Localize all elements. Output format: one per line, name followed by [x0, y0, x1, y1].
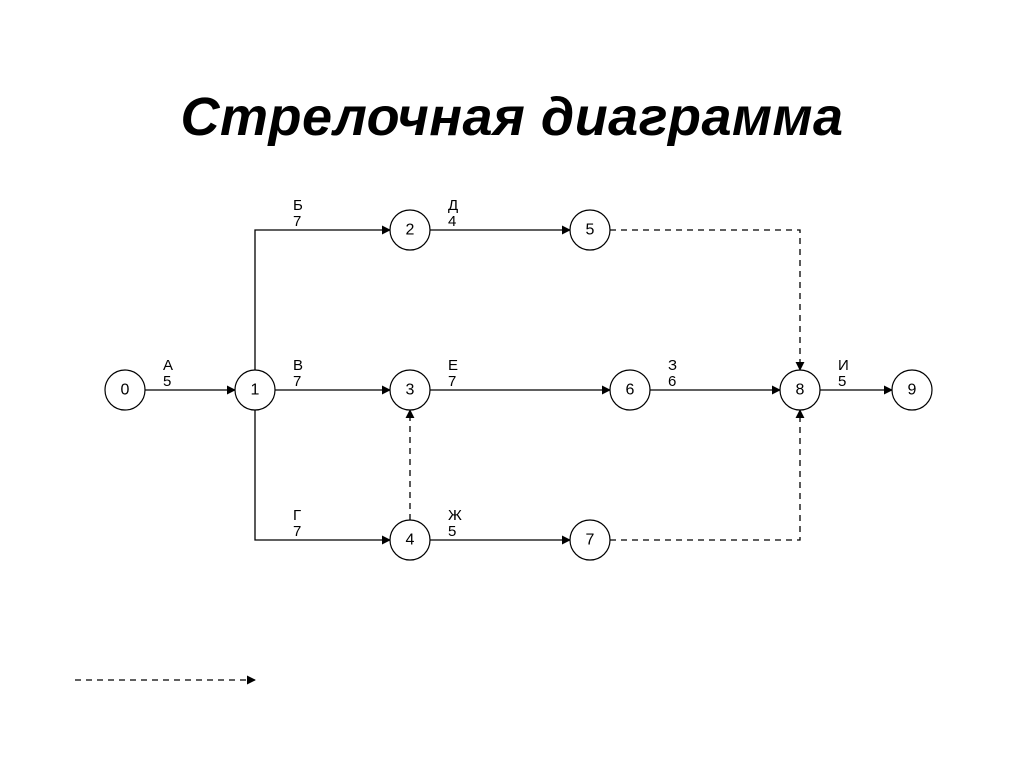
- edge: [610, 410, 800, 540]
- edge: [255, 410, 390, 540]
- edge-labels-layer: А5Б7В7Г7Д4Е7Ж5З6И5: [163, 197, 849, 540]
- edge-label: И: [838, 357, 849, 374]
- diagram-node-label: 8: [796, 382, 805, 399]
- edge-label: А: [163, 357, 173, 374]
- edge-label: 5: [838, 373, 846, 390]
- diagram-node-label: 5: [586, 222, 595, 239]
- diagram-node-label: 6: [626, 382, 635, 399]
- edge-label: Е: [448, 357, 458, 374]
- nodes-layer: 0 1 2 3 4 5 6 7 8 9: [105, 210, 932, 560]
- diagram-node-label: 1: [251, 382, 260, 399]
- arrow-diagram: 0123456789 А5Б7В7Г7Д4Е7Ж5З6И5: [0, 0, 1024, 768]
- diagram-node-label: 3: [406, 382, 415, 399]
- edge-label: 5: [163, 373, 171, 390]
- edge-label: 5: [448, 523, 456, 540]
- edge-label: 6: [668, 373, 676, 390]
- diagram-node-label: 4: [406, 532, 415, 549]
- edge-label: 7: [293, 523, 301, 540]
- diagram-node-label: 0: [121, 382, 130, 399]
- diagram-node-label: 2: [406, 222, 415, 239]
- edge-label: Б: [293, 197, 303, 214]
- edge-label: З: [668, 357, 677, 374]
- edge: [255, 230, 390, 370]
- diagram-node-label: 7: [586, 532, 595, 549]
- edge-label: Ж: [448, 507, 462, 524]
- edge-label: В: [293, 357, 303, 374]
- edge-label: 7: [448, 373, 456, 390]
- edge-label: Д: [448, 197, 458, 214]
- edge-label: 7: [293, 213, 301, 230]
- edge-label: 4: [448, 213, 456, 230]
- edge-label: Г: [293, 507, 301, 524]
- edge-label: 7: [293, 373, 301, 390]
- edge: [610, 230, 800, 370]
- diagram-node-label: 9: [908, 382, 917, 399]
